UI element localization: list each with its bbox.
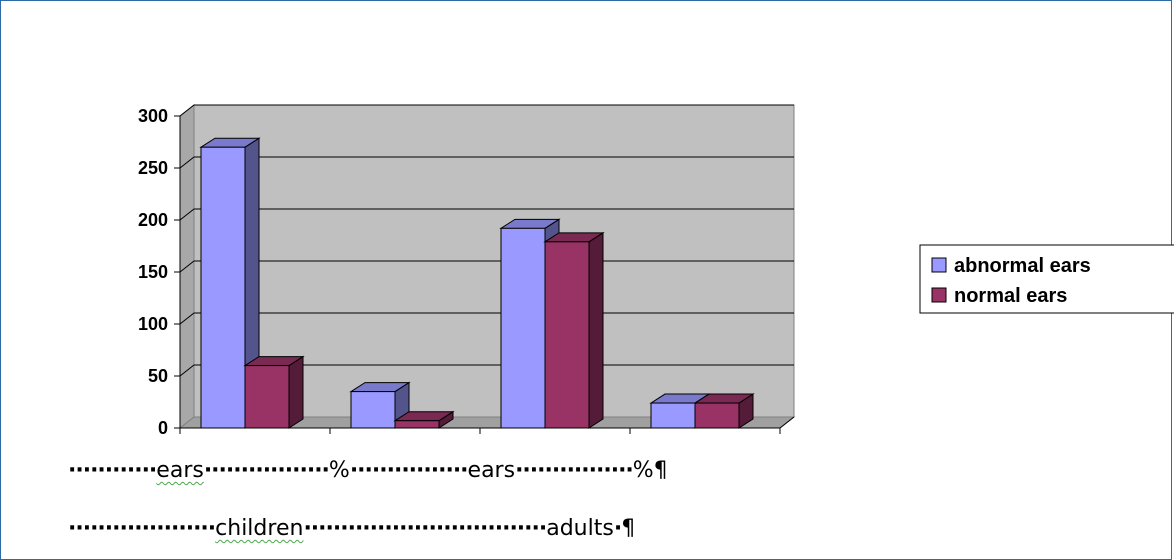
gridline [179, 104, 794, 117]
y-tick-label: 0 [158, 418, 168, 438]
dot-leader: · [613, 516, 622, 541]
category-labels-line: ············ears·················%······… [68, 458, 668, 483]
y-tick-label: 100 [138, 314, 168, 334]
bar-side [288, 355, 304, 429]
label-percent-2: %¶ [632, 458, 668, 483]
bar-normal-ears [543, 231, 605, 429]
bar-normal-ears [393, 410, 455, 429]
gridline [179, 156, 794, 169]
bar-front [200, 146, 246, 429]
group-labels-line: ····················children············… [68, 516, 635, 541]
legend-label: abnormal ears [954, 255, 1091, 277]
dot-leader: ················ [515, 458, 634, 483]
legend: abnormal ears normal ears [919, 244, 1174, 314]
bar-chart: 0 50 100 150 200 250 300 abnormal ears normal e… [138, 103, 1174, 438]
label-ears-2: ears [467, 458, 516, 483]
bar-abnormal-ears [349, 381, 411, 429]
legend-swatch [931, 257, 947, 273]
bar-abnormal-ears [199, 137, 261, 429]
dot-leader: ············ [68, 458, 157, 483]
label-children: children [215, 516, 304, 541]
y-tick-label: 200 [138, 210, 168, 230]
bars [199, 137, 755, 429]
bar-side [588, 231, 604, 429]
y-tick-label: 50 [148, 366, 168, 386]
label-adults: adults [546, 516, 614, 541]
bar-front [694, 402, 740, 429]
x-axis-depth [779, 416, 795, 429]
bar-normal-ears [693, 393, 755, 429]
dot-leader: ···················· [68, 516, 216, 541]
label-ears-1: ears [156, 458, 204, 483]
legend-box [919, 244, 1174, 314]
bar-front [244, 365, 290, 429]
legend-swatch [931, 287, 947, 303]
pilcrow: ¶ [621, 516, 636, 541]
y-tick-label: 300 [138, 106, 168, 126]
bar-front [394, 420, 440, 429]
label-percent-1: % [328, 458, 350, 483]
y-tick-label: 150 [138, 262, 168, 282]
y-tick-labels: 0 50 100 150 200 250 300 [138, 106, 168, 438]
legend-label: normal ears [954, 285, 1067, 307]
bar-front [350, 391, 396, 429]
y-tick-label: 250 [138, 158, 168, 178]
bar-front [650, 402, 696, 429]
bar-front [544, 241, 590, 429]
bar-normal-ears [243, 355, 305, 429]
dot-leader: ································· [303, 516, 547, 541]
dot-leader: ················· [203, 458, 330, 483]
bar-front [500, 227, 546, 429]
gridline [179, 208, 794, 221]
dot-leader: ················ [349, 458, 469, 483]
